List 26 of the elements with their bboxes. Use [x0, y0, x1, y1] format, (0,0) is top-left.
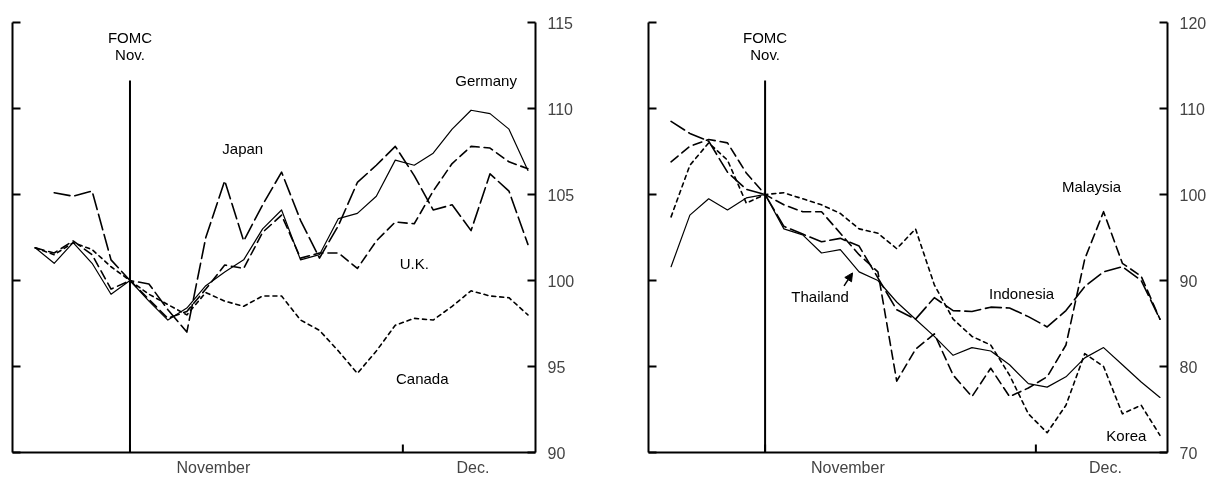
y-tick-label: 115 — [547, 14, 574, 32]
text: November — [810, 458, 886, 476]
series-label: Malaysia — [1061, 178, 1122, 196]
y-tick-label: 110 — [1179, 100, 1206, 118]
y-tick-label: 80 — [1179, 358, 1198, 376]
y-tick-label: 110 — [547, 100, 574, 118]
annotation: FOMC Nov. — [743, 28, 788, 63]
series-label: Canada — [395, 369, 450, 387]
y-tick-label: 105 — [547, 186, 575, 204]
text: Dec. — [456, 458, 490, 476]
y-tick-label: 90 — [547, 444, 566, 462]
text: November — [176, 458, 251, 476]
series-label: Germany — [455, 71, 518, 89]
series-label: Japan — [222, 140, 264, 158]
y-tick-label: 120 — [1179, 14, 1207, 32]
series-label: Korea — [1106, 427, 1148, 445]
y-tick-label: 70 — [1179, 444, 1198, 462]
legend-label: Thailand — [791, 288, 849, 306]
y-tick-label: 100 — [547, 272, 575, 290]
y-tick-label: 95 — [547, 358, 566, 376]
series-label: U.K. — [399, 255, 429, 273]
annotation: FOMC Nov. — [107, 28, 153, 63]
text: Dec. — [1089, 458, 1122, 476]
y-tick-label: 100 — [1179, 186, 1207, 204]
series-label: Indonesia — [989, 284, 1055, 302]
y-tick-label: 90 — [1179, 272, 1198, 290]
